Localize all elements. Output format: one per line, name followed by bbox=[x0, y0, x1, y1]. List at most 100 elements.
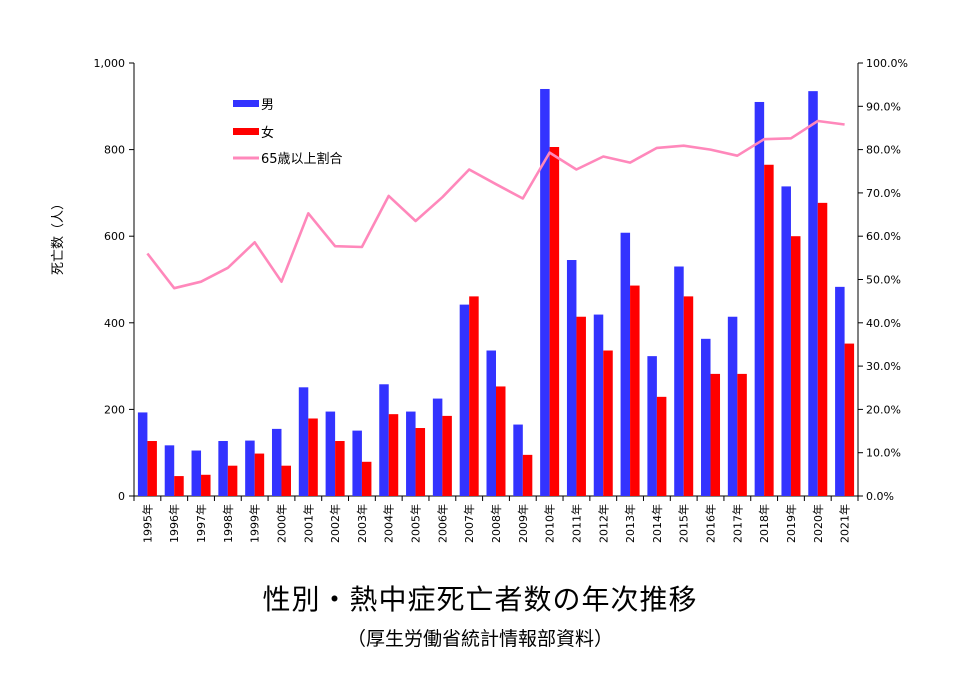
x-tick-label: 2016年 bbox=[704, 504, 718, 543]
legend: 男 女 65歳以上割合 bbox=[233, 98, 343, 167]
bar-female bbox=[415, 428, 426, 496]
line-series bbox=[146, 119, 845, 290]
x-tick-label: 2013年 bbox=[623, 504, 637, 543]
x-tick-label: 2003年 bbox=[355, 504, 369, 543]
bar-female bbox=[710, 373, 721, 496]
chart-subtitle: （厚生労働省統計情報部資料） bbox=[346, 628, 613, 650]
y2-tick-label: 20.0% bbox=[866, 403, 901, 416]
bar-female bbox=[442, 415, 452, 496]
y-tick-label: 600 bbox=[104, 230, 125, 243]
bar-female bbox=[227, 465, 238, 496]
bar-male bbox=[808, 91, 818, 497]
bar-female bbox=[361, 461, 372, 496]
bar-female bbox=[496, 386, 506, 496]
bar-female bbox=[737, 373, 747, 496]
legend-label-female: 女 bbox=[261, 125, 274, 141]
bar-male bbox=[298, 387, 309, 496]
bar-male bbox=[432, 398, 443, 496]
y2-tick-label: 0.0% bbox=[866, 490, 894, 503]
bar-male bbox=[593, 314, 604, 496]
bar-male bbox=[271, 428, 282, 496]
y2-tick-label: 10.0% bbox=[866, 447, 901, 460]
y-tick-label: 400 bbox=[104, 317, 125, 330]
y2-tick-label: 70.0% bbox=[866, 187, 901, 200]
x-tick-label: 1998年 bbox=[221, 504, 235, 543]
bar-male bbox=[513, 424, 523, 496]
bar-female bbox=[790, 236, 801, 496]
y-tick-label: 200 bbox=[104, 403, 125, 416]
bar-female bbox=[817, 202, 828, 496]
x-tick-label: 2006年 bbox=[435, 504, 449, 543]
bar-female bbox=[764, 164, 774, 496]
bar-female bbox=[469, 296, 479, 496]
bar-female bbox=[522, 454, 533, 496]
bar-male bbox=[701, 338, 711, 496]
x-tick-label: 2019年 bbox=[784, 504, 798, 543]
bar-female bbox=[174, 476, 184, 496]
bar-female bbox=[308, 418, 318, 496]
y2-tick-label: 40.0% bbox=[866, 317, 901, 330]
x-tick-label: 2012年 bbox=[596, 504, 610, 543]
bar-male bbox=[566, 260, 577, 496]
x-tick-labels: 1995年 1996年 1997年 1998年 1999年 2000年 2001年 2002年… bbox=[140, 504, 851, 543]
x-tick-label: 1999年 bbox=[248, 504, 262, 543]
y-tick-label: 1,000 bbox=[94, 57, 126, 70]
y2-tick-label: 90.0% bbox=[866, 100, 901, 113]
bar-male bbox=[379, 384, 389, 496]
bar-male bbox=[325, 411, 336, 496]
bar-male bbox=[540, 88, 550, 496]
bar-male bbox=[754, 101, 765, 496]
bar-male bbox=[620, 232, 631, 496]
bar-female bbox=[388, 414, 399, 496]
x-tick-label: 2015年 bbox=[677, 504, 691, 543]
y-axis-label: 死亡数（人） bbox=[51, 197, 66, 275]
y-tick-label: 800 bbox=[104, 144, 125, 157]
bar-female bbox=[335, 441, 345, 496]
legend-label-ratio: 65歳以上割合 bbox=[261, 151, 343, 167]
bar-male bbox=[191, 450, 202, 496]
bar-male bbox=[727, 316, 738, 496]
x-tick-label: 2002年 bbox=[328, 504, 342, 543]
x-tick-label: 2021年 bbox=[838, 504, 852, 543]
bar-male bbox=[459, 304, 470, 496]
x-tick-label: 2001年 bbox=[301, 504, 315, 543]
axes: 0 200 400 600 800 1,000 0.0% 10.0% 20.0% 30.0% 40.… bbox=[94, 57, 908, 503]
bar-male bbox=[674, 266, 684, 496]
bar-male bbox=[352, 430, 362, 496]
x-tick-label: 2000年 bbox=[274, 504, 288, 543]
x-tick-label: 2008年 bbox=[489, 504, 503, 543]
x-tick-label: 2018年 bbox=[757, 504, 771, 543]
legend-swatch-female bbox=[233, 128, 259, 135]
y2-tick-label: 100.0% bbox=[866, 57, 908, 70]
x-tick-label: 2011年 bbox=[569, 504, 583, 543]
bar-female bbox=[576, 316, 586, 496]
y-tick-label: 0 bbox=[118, 490, 125, 503]
y2-tick-label: 50.0% bbox=[866, 274, 901, 287]
x-tick-label: 2020年 bbox=[811, 504, 825, 543]
chart-title: 性別・熱中症死亡者数の年次推移 bbox=[262, 583, 698, 616]
bar-female bbox=[549, 147, 560, 496]
x-tick-label: 2004年 bbox=[382, 504, 396, 543]
legend-label-male: 男 bbox=[261, 98, 274, 113]
x-tick-label: 1996年 bbox=[167, 504, 181, 543]
x-tick-label: 2014年 bbox=[650, 504, 664, 543]
y2-tick-label: 30.0% bbox=[866, 360, 901, 373]
x-tick-label: 2017年 bbox=[730, 504, 744, 543]
legend-swatch-male bbox=[233, 100, 259, 107]
bar-male bbox=[835, 286, 845, 496]
bar-female bbox=[254, 453, 265, 496]
bar-female bbox=[656, 396, 667, 496]
bar-female bbox=[630, 285, 640, 496]
y2-tick-label: 60.0% bbox=[866, 230, 901, 243]
bars bbox=[137, 88, 855, 497]
bar-female bbox=[844, 343, 855, 496]
bar-female bbox=[201, 474, 211, 496]
bar-male bbox=[245, 440, 255, 496]
bar-male bbox=[781, 186, 791, 496]
bar-male bbox=[647, 356, 657, 496]
bar-female bbox=[683, 296, 694, 496]
x-tick-label: 2009年 bbox=[516, 504, 530, 543]
bar-female bbox=[603, 350, 613, 496]
x-tick-label: 2005年 bbox=[409, 504, 423, 543]
bar-male bbox=[164, 445, 175, 496]
